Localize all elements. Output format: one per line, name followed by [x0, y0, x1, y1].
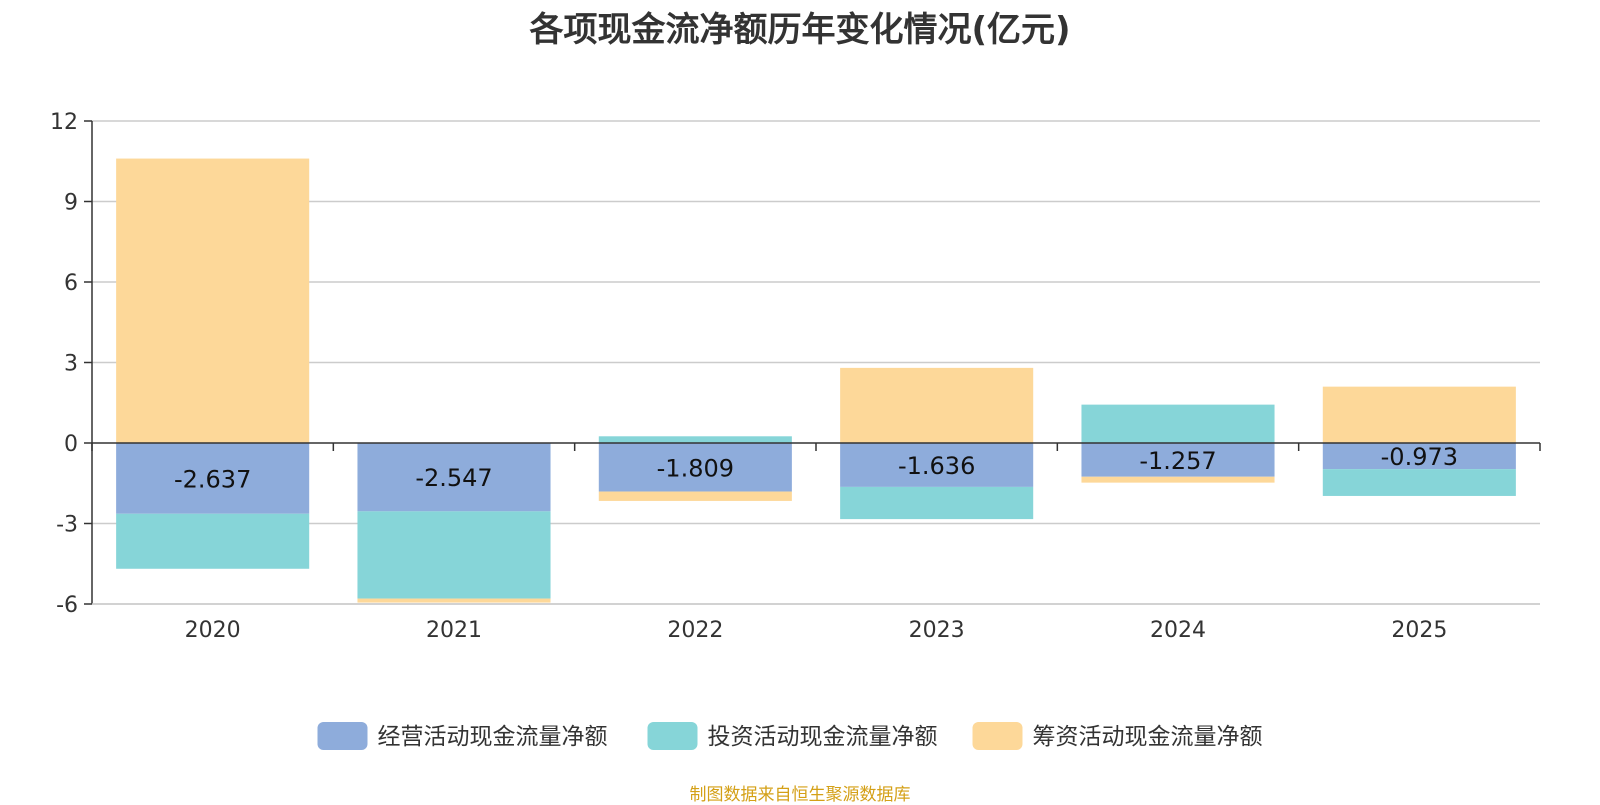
bars [116, 158, 1516, 603]
legend-swatch [647, 722, 698, 750]
bar-2023-series-3 [840, 367, 1034, 443]
y-tick-label: -6 [56, 593, 78, 618]
y-tick-label: -3 [56, 513, 78, 538]
bar-2024-series-1 [1081, 443, 1275, 477]
chart-title: 各项现金流净额历年变化情况(亿元) [529, 10, 1071, 50]
y-tick-label: 12 [50, 110, 78, 135]
bar-2022-series-3 [598, 491, 792, 501]
legend-item-3[interactable]: 筹资活动现金流量净额 [972, 722, 1263, 750]
x-tick-label: 2021 [426, 618, 482, 643]
x-tick-label: 2022 [667, 618, 723, 643]
y-tick-label: 3 [64, 352, 78, 377]
bar-2020-series-3 [116, 158, 310, 444]
x-tick-label: 2024 [1150, 618, 1206, 643]
legend-item-1[interactable]: 经营活动现金流量净额 [317, 722, 608, 750]
bar-2020-series-1 [116, 443, 310, 514]
legend[interactable]: 经营活动现金流量净额 投资活动现金流量净额 筹资活动现金流量净额 [317, 722, 1263, 750]
data-label-2025: -0.973 [1381, 443, 1458, 471]
y-tick-label: 9 [64, 191, 78, 216]
bar-2024-series-2 [1081, 404, 1275, 443]
y-tick-label: 0 [64, 432, 78, 457]
bar-2025-series-3 [1322, 386, 1516, 443]
bar-2021-series-2 [357, 511, 551, 599]
x-tick-label: 2020 [185, 618, 241, 643]
bar-2021-series-1 [357, 443, 551, 512]
bar-2025-series-1 [1322, 443, 1516, 470]
data-label-2024: -1.257 [1139, 447, 1216, 475]
bar-2022-series-2 [598, 436, 792, 443]
data-label-2022: -1.809 [657, 454, 734, 482]
x-tick-label: 2025 [1391, 618, 1447, 643]
x-tick-label: 2023 [909, 618, 965, 643]
bar-2025-series-2 [1322, 469, 1516, 496]
bar-2023-series-1 [840, 443, 1034, 487]
axes: -6 -3 0 3 6 9 12 2020 2021 2022 2023 2024 2025 [50, 110, 1541, 643]
bar-2022-series-1 [598, 443, 792, 492]
source-note: 制图数据来自恒生聚源数据库 [689, 785, 911, 805]
bar-2024-series-3 [1081, 476, 1275, 483]
legend-swatch [972, 722, 1023, 750]
legend-swatch [317, 722, 368, 750]
legend-label: 投资活动现金流量净额 [708, 724, 938, 750]
legend-label: 经营活动现金流量净额 [378, 724, 608, 750]
data-labels: -2.637 -2.547 -1.809 -1.636 -1.257 -0.973 [174, 443, 1458, 493]
legend-label: 筹资活动现金流量净额 [1033, 724, 1263, 750]
bar-2020-series-2 [116, 513, 310, 569]
data-label-2023: -1.636 [898, 452, 975, 480]
y-tick-label: 6 [64, 271, 78, 296]
legend-item-2[interactable]: 投资活动现金流量净额 [647, 722, 938, 750]
data-label-2020: -2.637 [174, 465, 251, 493]
data-label-2021: -2.547 [415, 464, 492, 492]
bar-2023-series-2 [840, 486, 1034, 520]
bar-2021-series-3 [357, 598, 551, 603]
